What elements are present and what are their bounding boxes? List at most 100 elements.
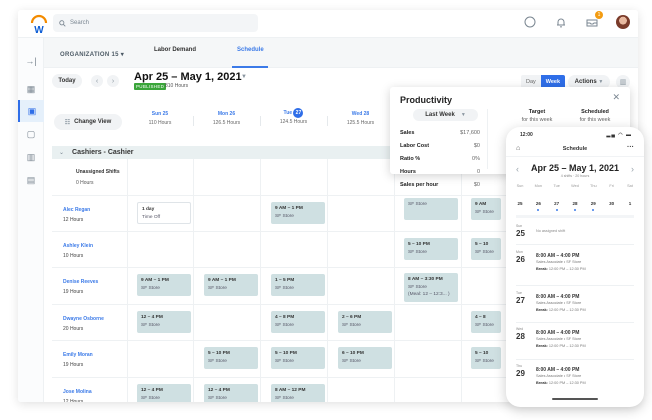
scheduled-column: Scheduled for this week [579,109,611,123]
inbox-icon[interactable]: 1 [585,11,603,29]
phone-clock: 12:00 [520,132,533,138]
employee-name[interactable]: Denise Reeves [63,279,99,285]
table-row: Ashley Klein 10 Hours 5 – 10 PM SF Store … [52,232,638,268]
next-week-icon[interactable]: › [631,164,634,174]
shift-card[interactable]: 5 – 10 SF Store [471,347,501,369]
metric-ratio: Ratio % 0% [400,156,480,162]
phone-nav-bar: ⌂ Schedule ··· [506,141,644,157]
shift-card[interactable]: 9 AM – 1 PM SF Store [271,202,325,224]
day-29[interactable]: 29 [585,201,601,211]
day-28[interactable]: 28 [567,201,583,211]
chat-icon[interactable] [523,15,537,29]
unassigned-row: Unassigned Shifts 0 Hours [52,159,638,196]
more-icon[interactable]: ··· [627,144,634,151]
table-row: Denise Reeves 19 Hours 9 AM – 1 PM SF Sto… [52,268,638,305]
week-view-button[interactable]: Week [540,75,566,89]
time-off-card[interactable]: 1 day Time Off [137,202,191,224]
shift-card[interactable]: 2 – 6 PM SF Store [338,311,392,333]
shift-card[interactable]: 9 AM – 1 PM SF Store [204,274,258,296]
target-column: Target for this week [521,109,553,123]
shift-card[interactable]: 6 – 10 PM SF Store [338,347,392,369]
chart-toggle-icon[interactable]: ▥ [616,75,630,89]
bell-icon[interactable] [554,15,568,29]
chevron-down-icon: ▼ [460,112,466,118]
shift-card[interactable]: 5 – 10 PM SF Store [204,347,258,369]
calendar-icon[interactable]: ▢ [26,128,36,139]
shift-card[interactable]: 12 – 4 PM SF Store [137,311,191,333]
collapse-sidebar-icon[interactable]: →| [25,56,37,66]
bar-chart-icon[interactable]: ▥ [26,151,36,162]
metric-sales-per-hour: Sales per hour $0 [400,182,480,188]
shift-card[interactable]: 12 – 4 PM SF Store [137,384,191,402]
close-icon[interactable]: ✕ [612,92,620,102]
filter-icon: ☷ [64,119,71,126]
chevron-down-icon[interactable]: ▼ [241,74,247,80]
shift-card[interactable]: 9 AM – 1 PM SF Store [137,274,191,296]
column-header-wed[interactable]: Wed 28 125.5 Hours [346,111,375,126]
schedule-calendar-icon[interactable]: ▣ [18,100,44,122]
active-tab-indicator [232,66,268,68]
today-indicator: 27 [293,108,304,118]
employee-name[interactable]: Emily Moran [63,352,93,358]
calendar-settings-icon[interactable]: ▤ [26,174,36,185]
view-toggle: Day Week [521,75,566,89]
search-placeholder: Search [70,20,90,26]
employee-name[interactable]: Alec Regan [63,207,91,213]
day-27[interactable]: 27 [549,201,565,211]
shift-card[interactable]: 5 – 10 SF Store [471,238,501,260]
column-header-sun[interactable]: Sun 25 110 Hours [148,111,172,126]
tab-labor-demand[interactable]: Labor Demand [154,47,197,53]
metric-labor-cost: Labor Cost $0 [400,143,480,149]
shift-card[interactable]: SF Store [404,198,458,220]
period-dropdown[interactable]: Last Week ▼ [413,109,478,121]
shift-card[interactable]: 8 AM – 12 PM SF Store [271,384,325,402]
date-range-title[interactable]: Apr 25 – May 1, 2021 [134,71,242,83]
search-input[interactable]: Search [53,14,258,32]
employee-name[interactable]: Dwayne Osborne [63,316,104,322]
column-header-tue[interactable]: Tue 27 124.5 Hours [279,108,308,125]
shift-list-item[interactable]: Wed 28 8:00 AM – 4:00 PM Sales Associate •… [516,327,586,348]
shift-card[interactable]: 4 – 8 SF Store [471,311,501,333]
shift-list-item[interactable]: Mon 26 8:00 AM – 4:00 PM Sales Associate •… [516,250,586,271]
mobile-schedule-preview: 12:00 ▂▄ ◠ ▬ ⌂ Schedule ··· ‹ Apr 25 – M… [506,127,644,407]
popover-title: Productivity [400,95,453,105]
table-row: Alec Regan 12 Hours 1 day Time Off 9 AM –… [52,196,638,232]
day-view-button[interactable]: Day [521,75,541,89]
employee-name[interactable]: Ashley Klein [63,243,94,249]
employee-name[interactable]: Jose Molina [63,389,92,395]
organization-selector[interactable]: ORGANIZATION 15 ▾ [60,52,125,58]
day-26[interactable]: 26 [530,201,546,211]
shift-card[interactable]: 4 – 8 PM SF Store [271,311,325,333]
prev-week-icon[interactable]: ‹ [516,164,519,174]
home-icon[interactable]: ⌂ [516,145,521,152]
actions-button[interactable]: Actions ▼ [568,75,610,89]
svg-text:W: W [34,25,44,36]
shift-card[interactable]: 5 – 10 PM SF Store [404,238,458,260]
shift-card[interactable]: 1 – 5 PM SF Store [271,274,325,296]
metric-hours: Hours 0 [400,169,480,175]
user-avatar[interactable] [616,15,630,29]
sidebar: →| ▦ ▣ ▢ ▥ ▤ [18,38,44,402]
prev-week-button[interactable]: ‹ [91,75,103,87]
tab-schedule[interactable]: Schedule [237,47,264,53]
today-button[interactable]: Today [52,74,82,88]
day-30[interactable]: 30 [609,201,615,206]
search-icon [59,19,66,27]
shift-list-item[interactable]: Tue 27 8:00 AM – 4:00 PM Sales Associate •… [516,291,586,312]
shift-card[interactable]: 5 – 10 PM SF Store [271,347,325,369]
next-week-button[interactable]: › [107,75,119,87]
change-view-button[interactable]: ☷ Change View [54,114,122,130]
workday-logo[interactable]: W [28,14,50,36]
shift-card[interactable]: 9 AM SF Store [471,198,501,220]
shift-card[interactable]: 12 – 4 PM SF Store [204,384,258,402]
dashboard-icon[interactable]: ▦ [26,83,36,94]
column-header-mon[interactable]: Mon 26 126.5 Hours [212,111,241,126]
shift-list-item[interactable]: Sun 25 No assigned shift [516,224,566,238]
shift-card[interactable]: 8 AM – 3:30 PM SF Store (Meal: 12 – 12:3..… [404,273,458,302]
day-1[interactable]: 1 [628,201,632,206]
shift-list-item[interactable]: Thu 29 8:00 AM – 4:00 PM Sales Associate •… [516,364,586,385]
notification-badge: 1 [595,11,603,19]
day-25[interactable]: 25 [517,201,523,206]
signal-wifi-battery-icon: ▂▄ ◠ ▬ [606,132,632,138]
top-bar: W Search 1 [18,10,638,38]
